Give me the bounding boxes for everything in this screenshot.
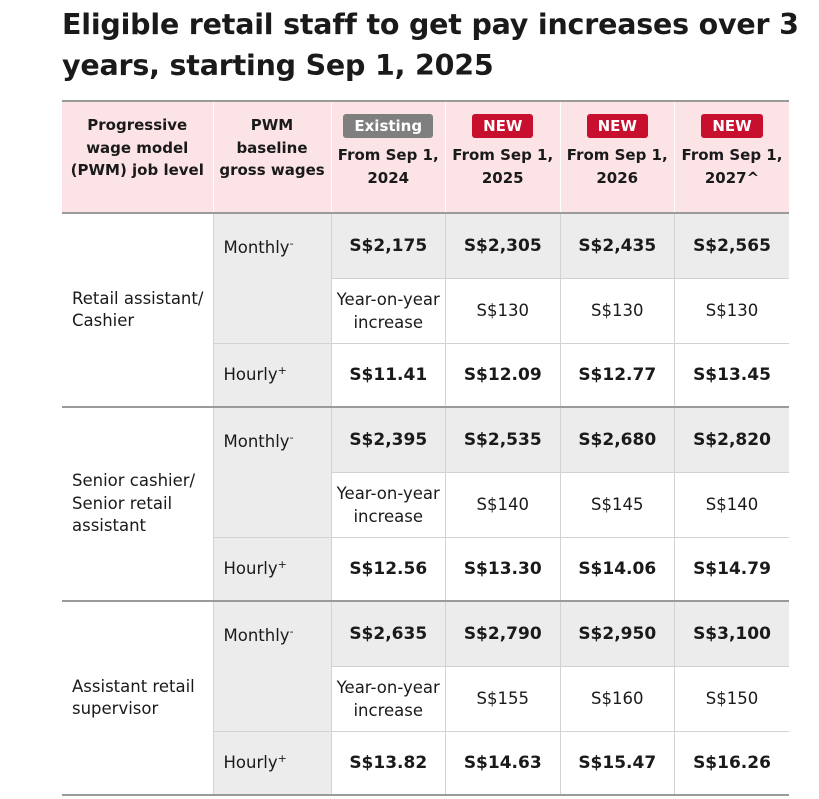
yoy-value: S$145 [560, 472, 675, 538]
job-level-cell: Assistant retail supervisor [62, 601, 214, 796]
page-title: Eligible retail staff to get pay increas… [62, 8, 799, 82]
table-row-hourly: Hourly+ S$12.56 S$13.30 S$14.06 S$14.79 [62, 537, 789, 602]
yoy-value: S$130 [674, 278, 789, 344]
table-header-row: Progressive wage model (PWM) job level P… [62, 100, 789, 214]
header-job-level: Progressive wage model (PWM) job level [62, 100, 214, 214]
hourly-value: S$12.77 [560, 343, 675, 408]
yoy-value: S$150 [674, 666, 789, 732]
existing-badge: Existing [343, 114, 434, 138]
hourly-value: S$16.26 [674, 731, 789, 796]
hourly-label: Hourly [223, 752, 278, 772]
header-pwm-baseline-text: PWM baseline gross wages [219, 116, 325, 179]
hourly-value: S$11.41 [331, 343, 446, 408]
monthly-label-cell: Monthly- [213, 407, 332, 538]
hourly-label-cell: Hourly+ [213, 731, 332, 796]
monthly-footnote-mark: - [289, 431, 294, 444]
header-period-2027: NEW From Sep 1, 2027^ [674, 100, 789, 214]
header-job-level-text: Progressive wage model (PWM) job level [70, 116, 204, 179]
monthly-value: S$3,100 [674, 601, 789, 667]
table-row-monthly: Assistant retail supervisor Monthly- S$2… [62, 601, 789, 796]
monthly-value: S$2,305 [445, 213, 561, 279]
monthly-value: S$2,175 [331, 213, 446, 279]
job-level-cell: Retail assistant/ Cashier [62, 213, 214, 408]
hourly-value: S$14.63 [445, 731, 561, 796]
table-row-monthly: Senior cashier/ Senior retail assistant … [62, 407, 789, 602]
monthly-value: S$2,565 [674, 213, 789, 279]
hourly-footnote-mark: + [277, 363, 287, 377]
hourly-value: S$13.82 [331, 731, 446, 796]
new-badge: NEW [701, 114, 763, 138]
yoy-value: S$130 [445, 278, 561, 344]
new-badge: NEW [586, 114, 648, 138]
hourly-value: S$13.30 [445, 537, 561, 602]
hourly-label-cell: Hourly+ [213, 537, 332, 602]
monthly-label: Monthly [223, 626, 290, 645]
monthly-value: S$2,680 [560, 407, 675, 473]
yoy-label: Year-on-year increase [331, 472, 446, 538]
yoy-value: S$160 [560, 666, 675, 732]
monthly-label: Monthly [223, 238, 290, 257]
hourly-value: S$15.47 [560, 731, 675, 796]
yoy-value: S$140 [674, 472, 789, 538]
yoy-label: Year-on-year increase [331, 278, 446, 344]
hourly-footnote-mark: + [277, 557, 287, 571]
table-row-hourly: Hourly+ S$11.41 S$12.09 S$12.77 S$13.45 [62, 343, 789, 408]
table-row-yoy: Year-on-year increase S$140 S$145 S$140 [62, 472, 789, 538]
header-period-2026: NEW From Sep 1, 2026 [560, 100, 675, 214]
period-label: From Sep 1, 2027^ [681, 146, 783, 187]
yoy-value: S$155 [445, 666, 561, 732]
monthly-label-cell: Monthly- [213, 213, 332, 344]
hourly-value: S$12.09 [445, 343, 561, 408]
period-label: From Sep 1, 2024 [337, 146, 439, 187]
header-period-2025: NEW From Sep 1, 2025 [445, 100, 561, 214]
monthly-value: S$2,395 [331, 407, 446, 473]
period-label: From Sep 1, 2025 [452, 146, 554, 187]
monthly-value: S$2,435 [560, 213, 675, 279]
period-label: From Sep 1, 2026 [566, 146, 668, 187]
monthly-value: S$2,635 [331, 601, 446, 667]
header-pwm-baseline: PWM baseline gross wages [213, 100, 332, 214]
table-row-monthly: Retail assistant/ Cashier Monthly- S$2,1… [62, 213, 789, 408]
monthly-label: Monthly [223, 432, 290, 451]
table-row-yoy: Year-on-year increase S$155 S$160 S$150 [62, 666, 789, 732]
monthly-footnote-mark: - [289, 625, 294, 638]
hourly-label-cell: Hourly+ [213, 343, 332, 408]
hourly-label: Hourly [223, 558, 278, 578]
hourly-value: S$14.06 [560, 537, 675, 602]
monthly-footnote-mark: - [289, 237, 294, 250]
hourly-footnote-mark: + [277, 751, 287, 765]
yoy-label: Year-on-year increase [331, 666, 446, 732]
monthly-value: S$2,535 [445, 407, 561, 473]
monthly-label-cell: Monthly- [213, 601, 332, 732]
monthly-value: S$2,790 [445, 601, 561, 667]
job-level-cell: Senior cashier/ Senior retail assistant [62, 407, 214, 602]
hourly-value: S$13.45 [674, 343, 789, 408]
hourly-value: S$14.79 [674, 537, 789, 602]
table-row-hourly: Hourly+ S$13.82 S$14.63 S$15.47 S$16.26 [62, 731, 789, 796]
header-period-2024: Existing From Sep 1, 2024 [331, 100, 446, 214]
table-row-yoy: Year-on-year increase S$130 S$130 S$130 [62, 278, 789, 344]
monthly-value: S$2,820 [674, 407, 789, 473]
new-badge: NEW [472, 114, 534, 138]
yoy-value: S$140 [445, 472, 561, 538]
hourly-value: S$12.56 [331, 537, 446, 602]
yoy-value: S$130 [560, 278, 675, 344]
monthly-value: S$2,950 [560, 601, 675, 667]
hourly-label: Hourly [223, 364, 278, 384]
wage-table: Progressive wage model (PWM) job level P… [62, 100, 789, 796]
